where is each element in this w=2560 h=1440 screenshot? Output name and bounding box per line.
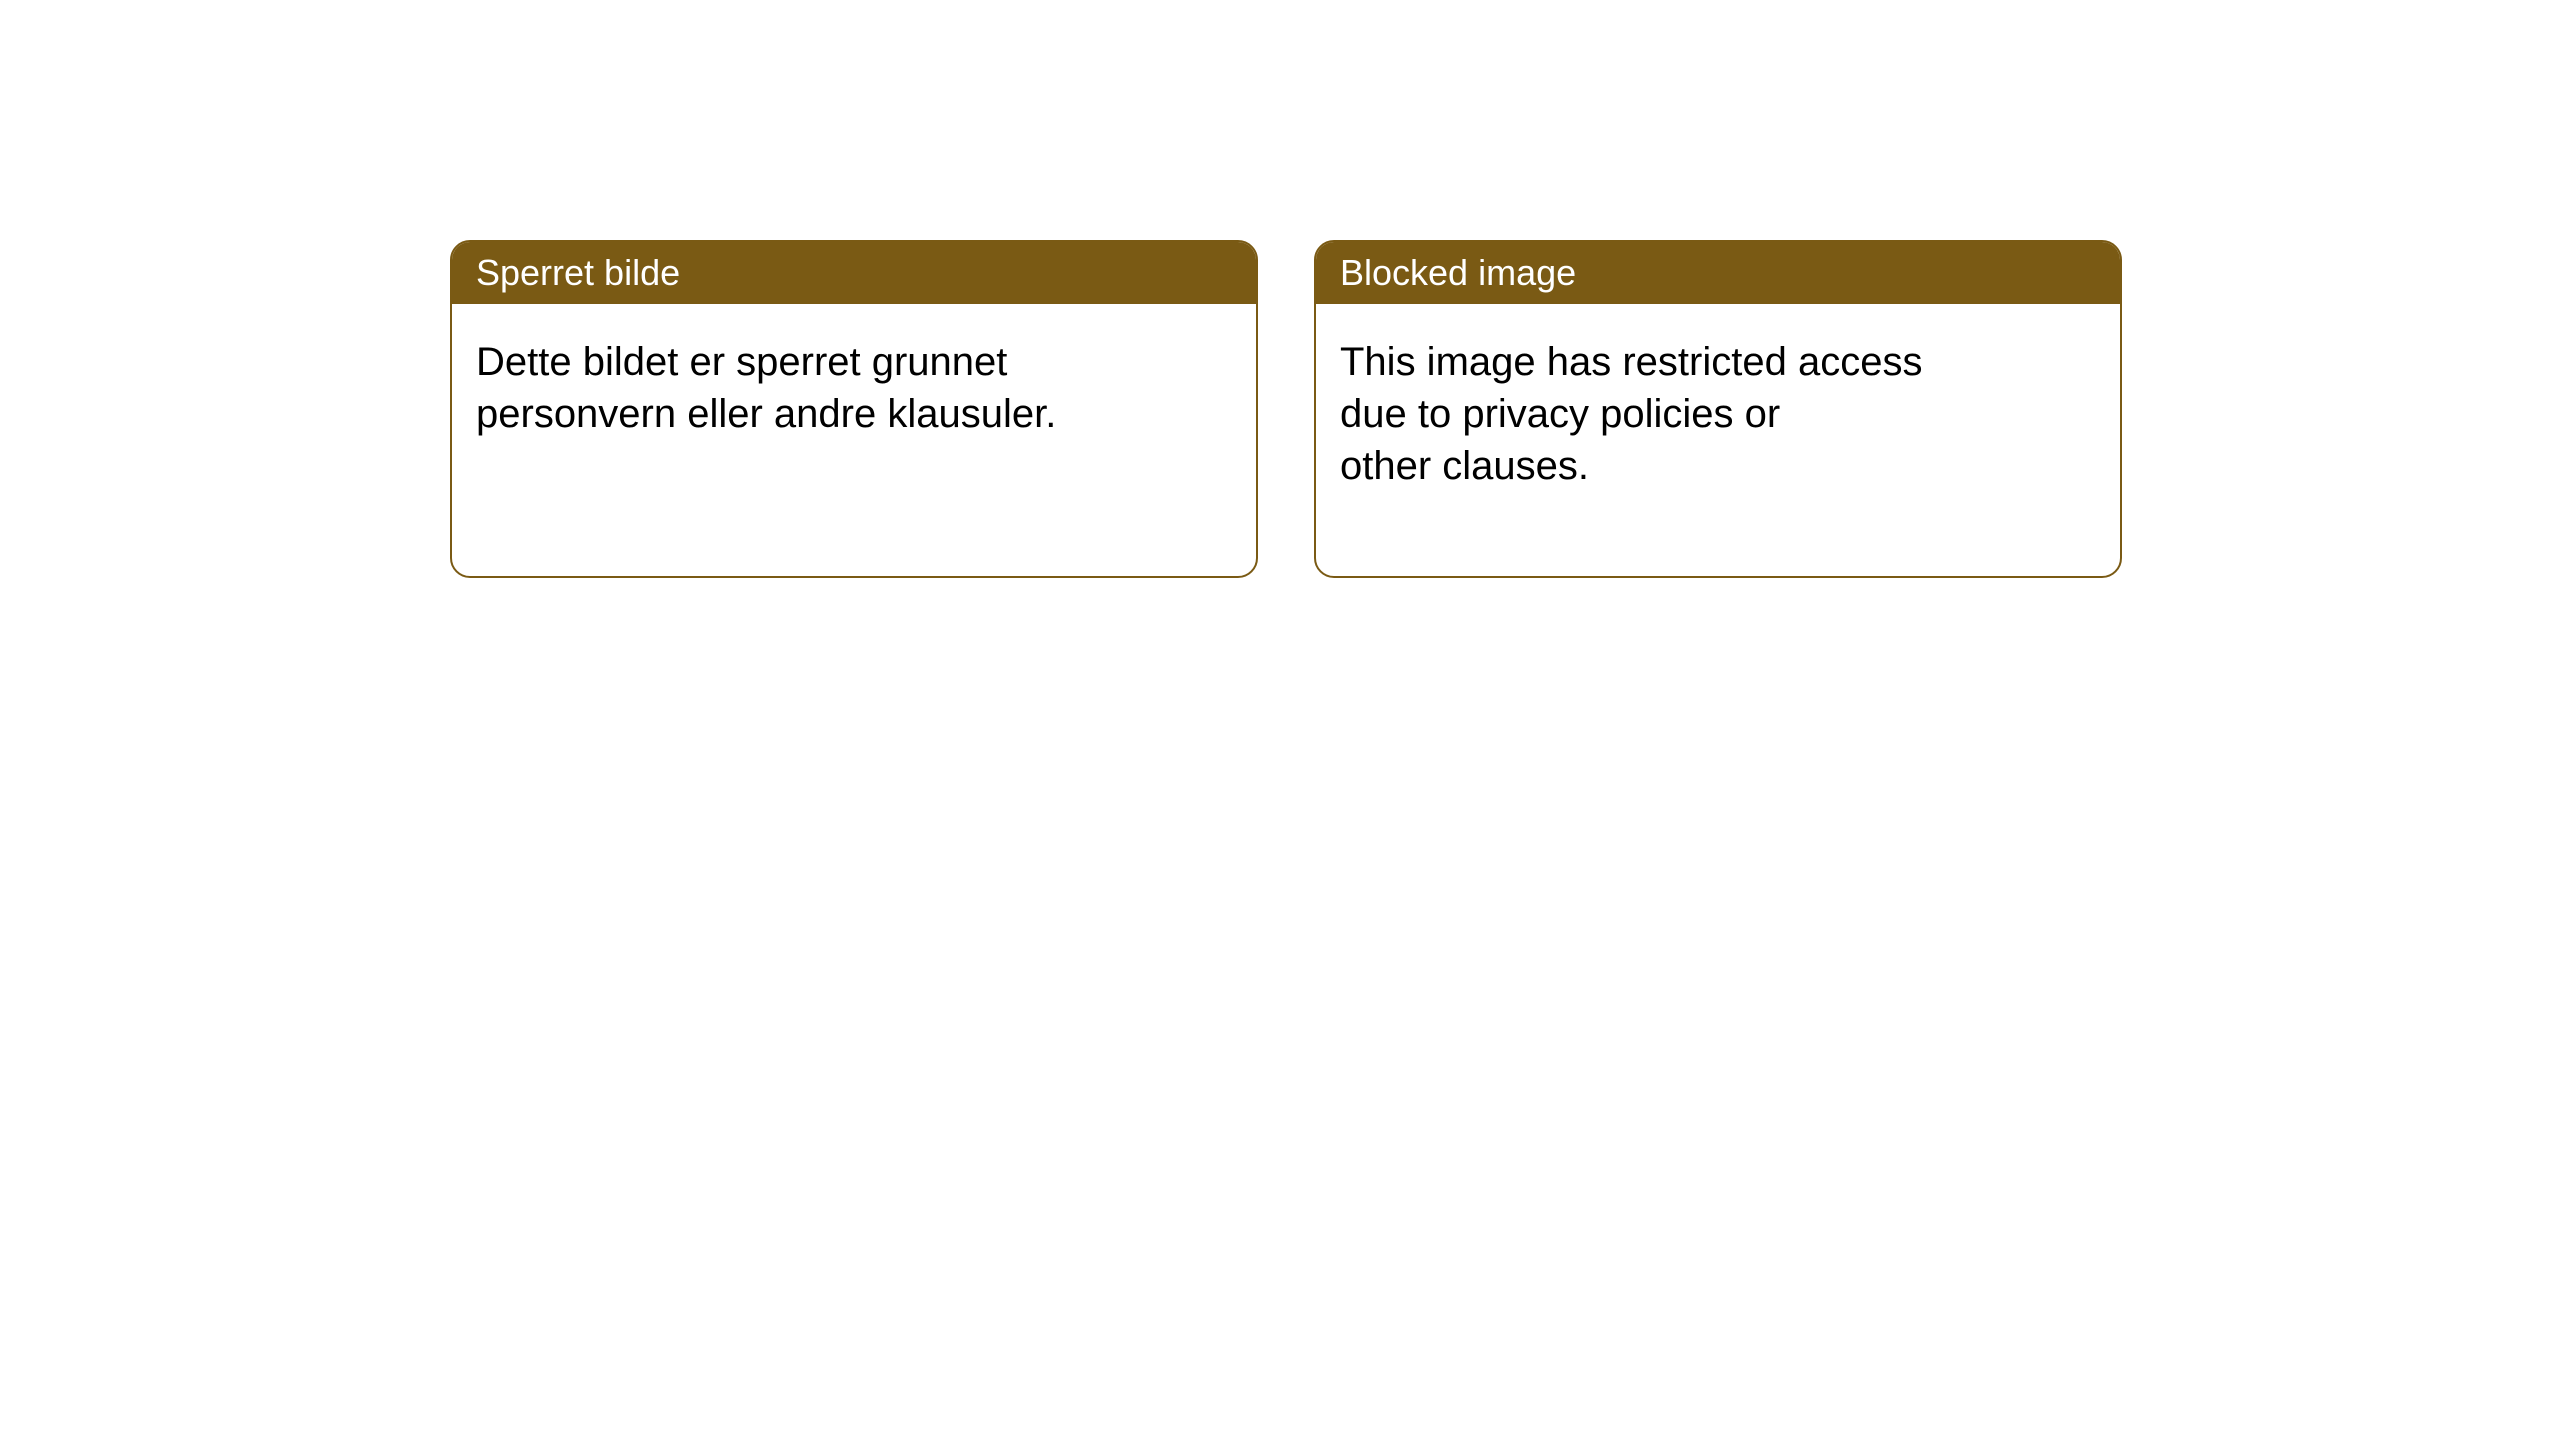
notice-body-norwegian: Dette bildet er sperret grunnet personve… (452, 304, 1256, 472)
notice-card-english: Blocked image This image has restricted … (1314, 240, 2122, 578)
notice-title-english: Blocked image (1316, 242, 2120, 304)
notice-body-english: This image has restricted access due to … (1316, 304, 2120, 524)
notice-title-norwegian: Sperret bilde (452, 242, 1256, 304)
notice-card-norwegian: Sperret bilde Dette bildet er sperret gr… (450, 240, 1258, 578)
notice-container: Sperret bilde Dette bildet er sperret gr… (0, 0, 2560, 578)
